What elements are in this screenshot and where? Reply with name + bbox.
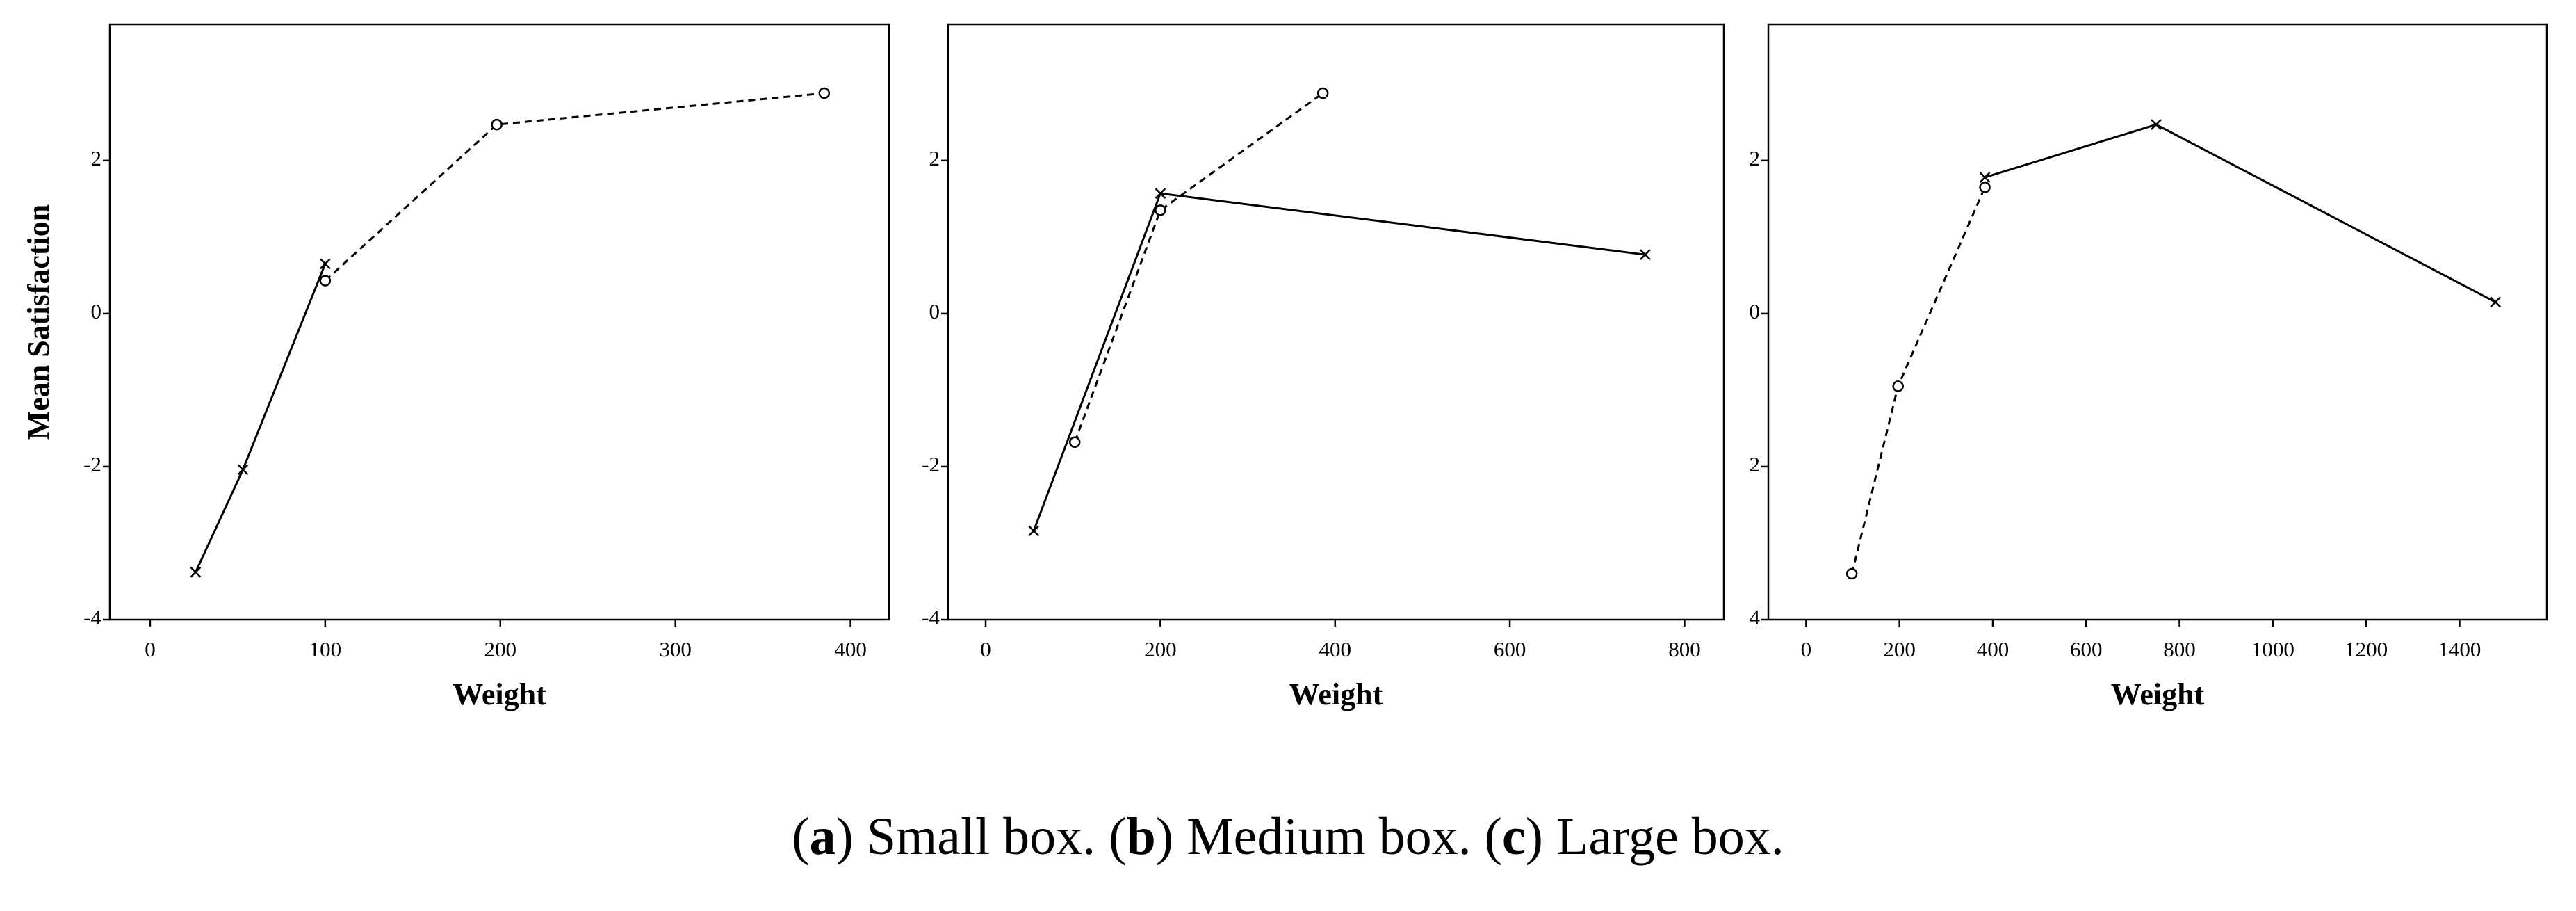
y-tick-label: 0 xyxy=(1750,299,1761,323)
point-marker xyxy=(1316,87,1329,99)
x-tick-label: 1400 xyxy=(2438,637,2481,661)
point-marker xyxy=(2151,119,2162,131)
y-tick-label: 2 xyxy=(91,146,102,170)
point-marker xyxy=(1640,249,1651,261)
point-marker xyxy=(237,464,249,476)
series-line xyxy=(195,263,327,573)
y-tick-label: -4 xyxy=(83,605,101,629)
x-tick-label: 100 xyxy=(309,637,342,661)
x-tick-label: 800 xyxy=(2163,637,2196,661)
caption-part: a xyxy=(810,807,836,866)
y-tick-label: 2 xyxy=(929,146,940,170)
y-tick-label: 0 xyxy=(929,299,940,323)
x-axis-label: Weight xyxy=(2111,677,2205,711)
x-tick-label: 600 xyxy=(2070,637,2103,661)
plot-frame xyxy=(1767,23,2548,621)
x-tick-label: 800 xyxy=(1668,637,1701,661)
x-tick-label: 0 xyxy=(1801,637,1812,661)
x-tick-label: 0 xyxy=(980,637,991,661)
caption-part: c xyxy=(1502,807,1526,866)
x-tick-label: 1200 xyxy=(2345,637,2388,661)
y-tick-label: -2 xyxy=(83,452,101,476)
x-tick-label: 0 xyxy=(145,637,156,661)
x-tick-label: 1000 xyxy=(2251,637,2294,661)
point-marker xyxy=(1155,204,1166,216)
point-marker xyxy=(1845,567,1858,580)
point-marker xyxy=(818,87,831,99)
y-tick-label: 2 xyxy=(1750,452,1761,476)
series-line xyxy=(1073,92,1324,443)
point-marker xyxy=(1979,182,1991,193)
x-tick-label: 400 xyxy=(834,637,867,661)
x-axis-label: Weight xyxy=(453,677,546,711)
caption-part: ) Medium box. ( xyxy=(1156,807,1502,866)
caption-part: ) Large box. xyxy=(1526,807,1784,866)
point-marker xyxy=(1068,436,1081,448)
x-tick-label: 600 xyxy=(1494,637,1526,661)
point-marker xyxy=(1155,188,1166,200)
point-marker xyxy=(491,118,503,131)
point-marker xyxy=(319,275,332,287)
series-line xyxy=(324,92,824,282)
x-axis-label: Weight xyxy=(1289,677,1383,711)
x-tick-label: 400 xyxy=(1319,637,1351,661)
y-tick-label: -4 xyxy=(922,605,940,629)
series-line xyxy=(1984,123,2496,303)
plot-frame xyxy=(108,23,890,621)
series-line xyxy=(1850,186,1986,574)
x-tick-label: 200 xyxy=(1883,637,1916,661)
series-line xyxy=(1032,192,1646,531)
point-marker xyxy=(1028,525,1040,537)
caption: (a) Small box. (b) Medium box. (c) Large… xyxy=(792,807,1784,866)
x-tick-label: 200 xyxy=(1144,637,1177,661)
point-marker xyxy=(190,566,202,578)
y-tick-label: 2 xyxy=(1750,146,1761,170)
x-tick-label: 400 xyxy=(1977,637,2010,661)
point-marker xyxy=(2490,296,2502,308)
plot-frame xyxy=(947,23,1725,621)
point-marker xyxy=(1979,172,1991,183)
y-tick-label: 4 xyxy=(1750,605,1761,629)
caption-part: ) Small box. ( xyxy=(836,807,1127,866)
x-tick-label: 300 xyxy=(659,637,692,661)
caption-part: b xyxy=(1126,807,1155,866)
caption-part: ( xyxy=(792,807,809,866)
point-marker xyxy=(1892,380,1904,392)
y-tick-label: -2 xyxy=(922,452,940,476)
point-marker xyxy=(319,258,331,270)
x-tick-label: 200 xyxy=(484,637,517,661)
y-axis-label: Mean Satisfaction xyxy=(22,204,56,440)
y-tick-label: 0 xyxy=(91,299,102,323)
